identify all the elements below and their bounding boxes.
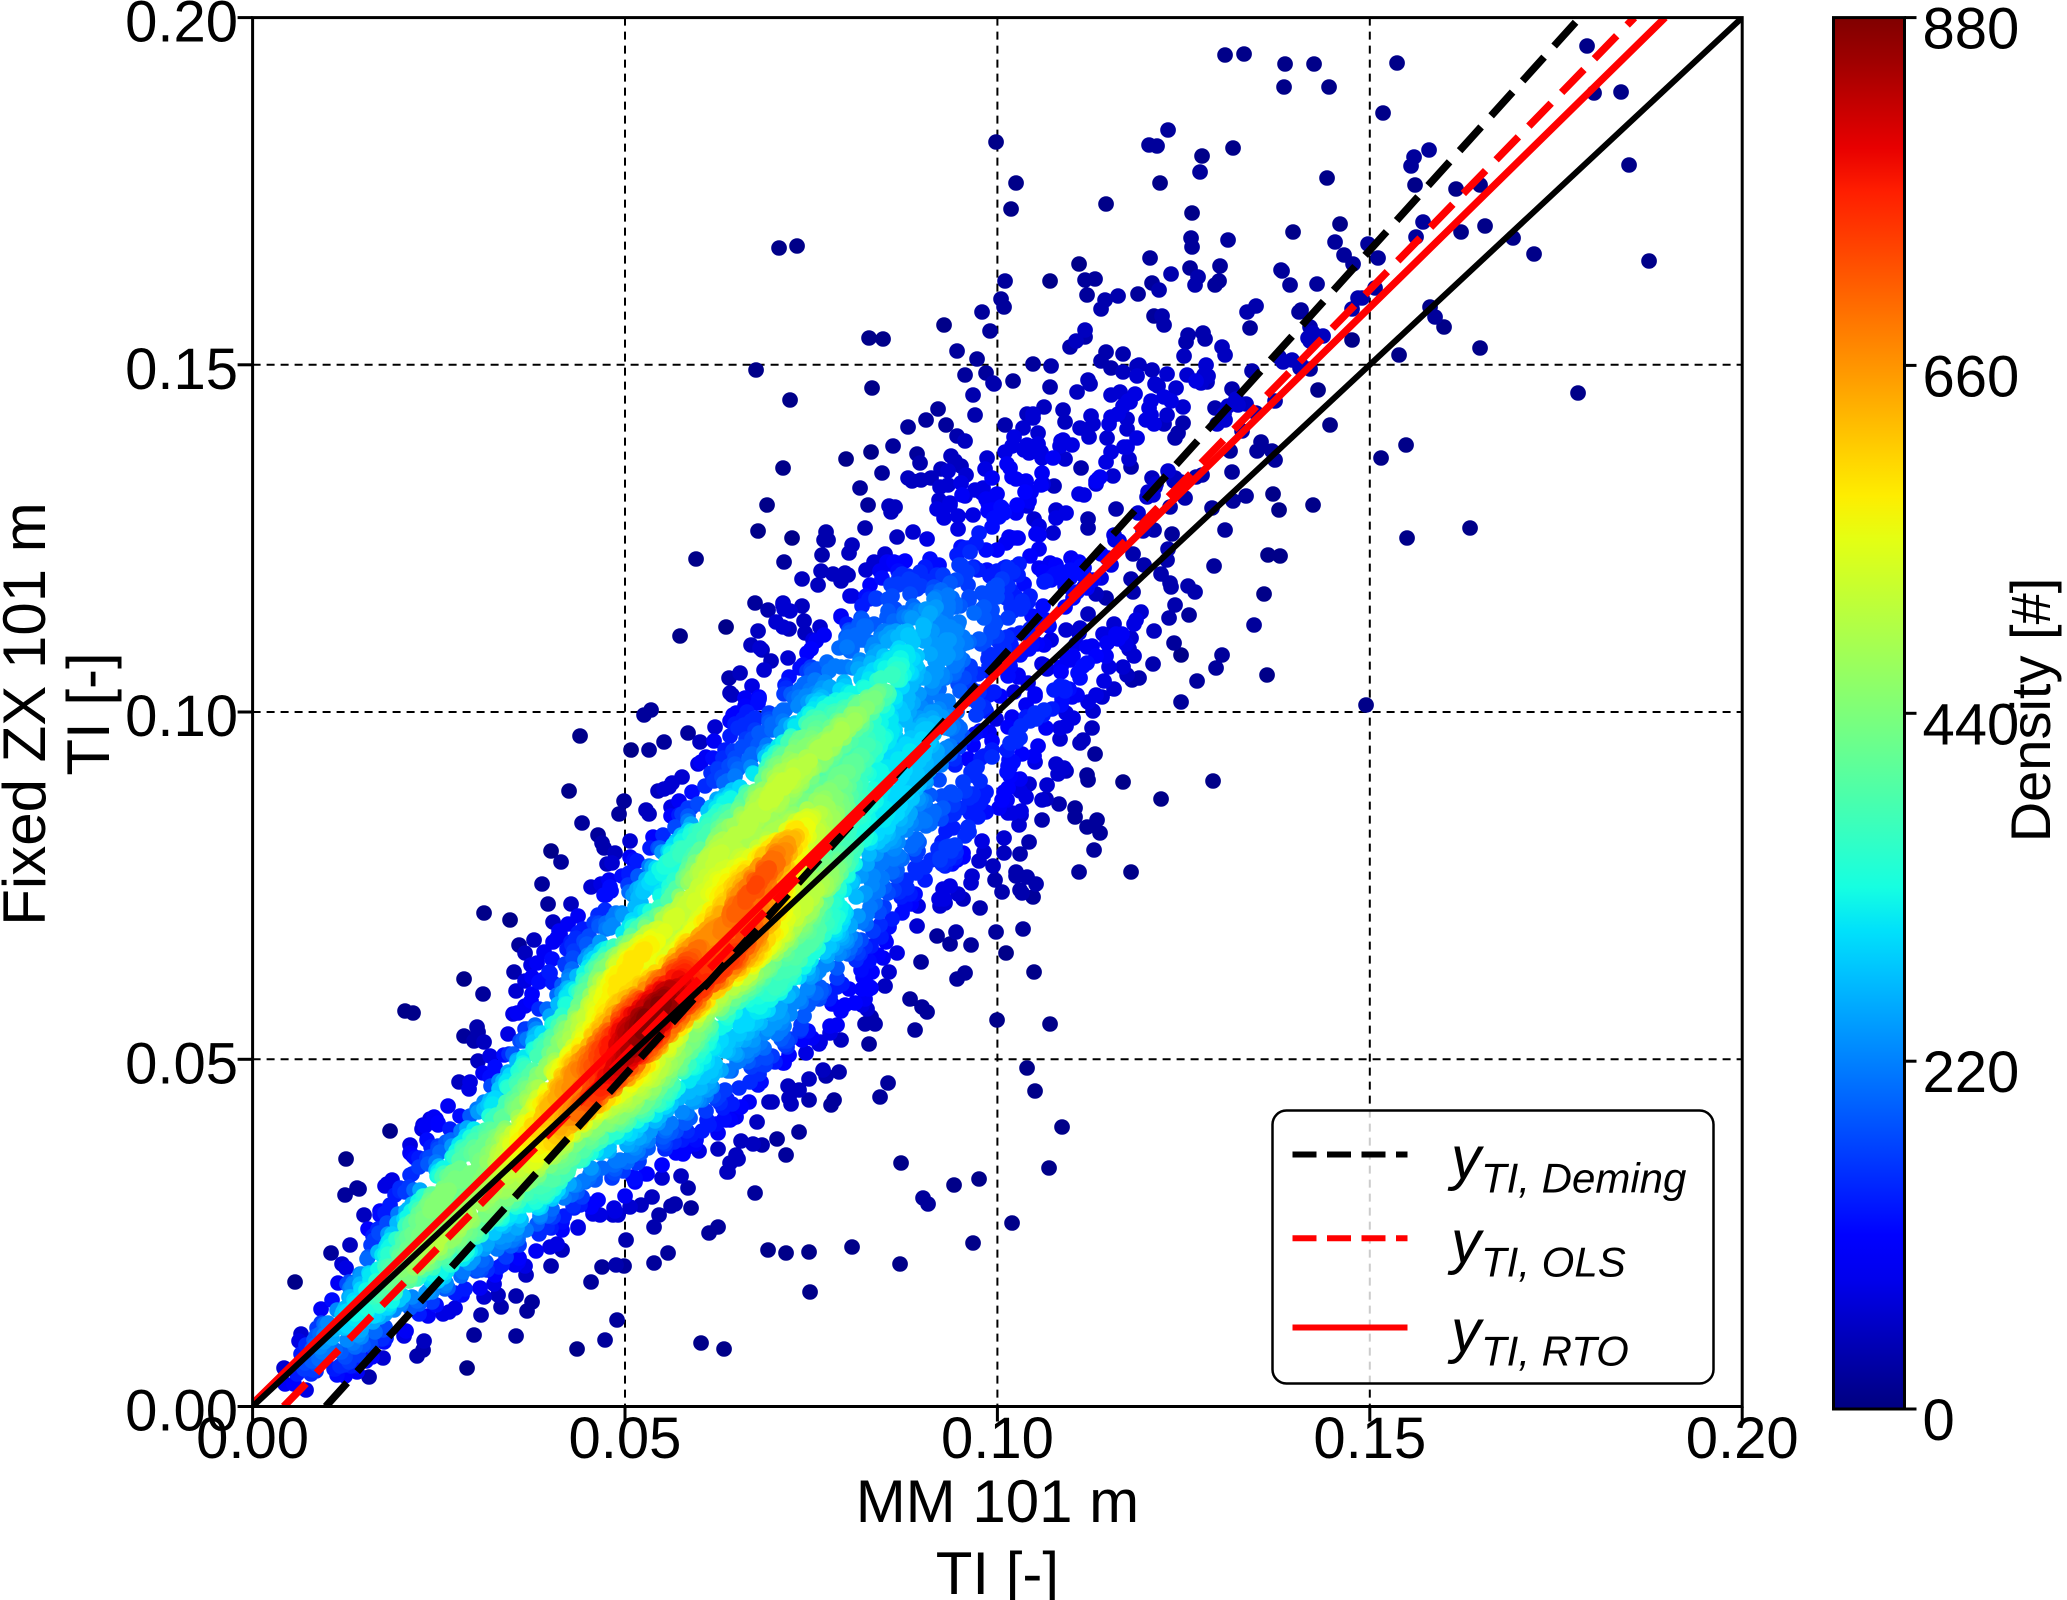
svg-text:0.05: 0.05 xyxy=(569,1406,682,1471)
svg-text:880: 880 xyxy=(1923,0,2020,62)
svg-text:0: 0 xyxy=(1923,1388,1955,1453)
svg-text:Density [#]: Density [#] xyxy=(1999,578,2062,843)
svg-text:0.20: 0.20 xyxy=(1686,1406,1799,1471)
svg-text:660: 660 xyxy=(1923,344,2020,409)
svg-text:0.15: 0.15 xyxy=(125,337,238,402)
svg-text:0.20: 0.20 xyxy=(125,0,238,55)
svg-text:0.15: 0.15 xyxy=(1313,1406,1426,1471)
svg-text:0.05: 0.05 xyxy=(125,1031,238,1096)
svg-text:220: 220 xyxy=(1923,1040,2020,1105)
svg-text:TI [-]: TI [-] xyxy=(55,652,122,775)
svg-text:0.10: 0.10 xyxy=(125,684,238,749)
svg-text:Fixed ZX 101 m: Fixed ZX 101 m xyxy=(0,502,58,926)
svg-text:0.00: 0.00 xyxy=(125,1379,238,1444)
svg-text:0.10: 0.10 xyxy=(941,1406,1054,1471)
svg-text:440: 440 xyxy=(1923,692,2020,757)
svg-text:0.00: 0.00 xyxy=(196,1406,309,1471)
svg-text:TI [-]: TI [-] xyxy=(936,1540,1059,1600)
svg-text:MM 101 m: MM 101 m xyxy=(856,1468,1139,1535)
